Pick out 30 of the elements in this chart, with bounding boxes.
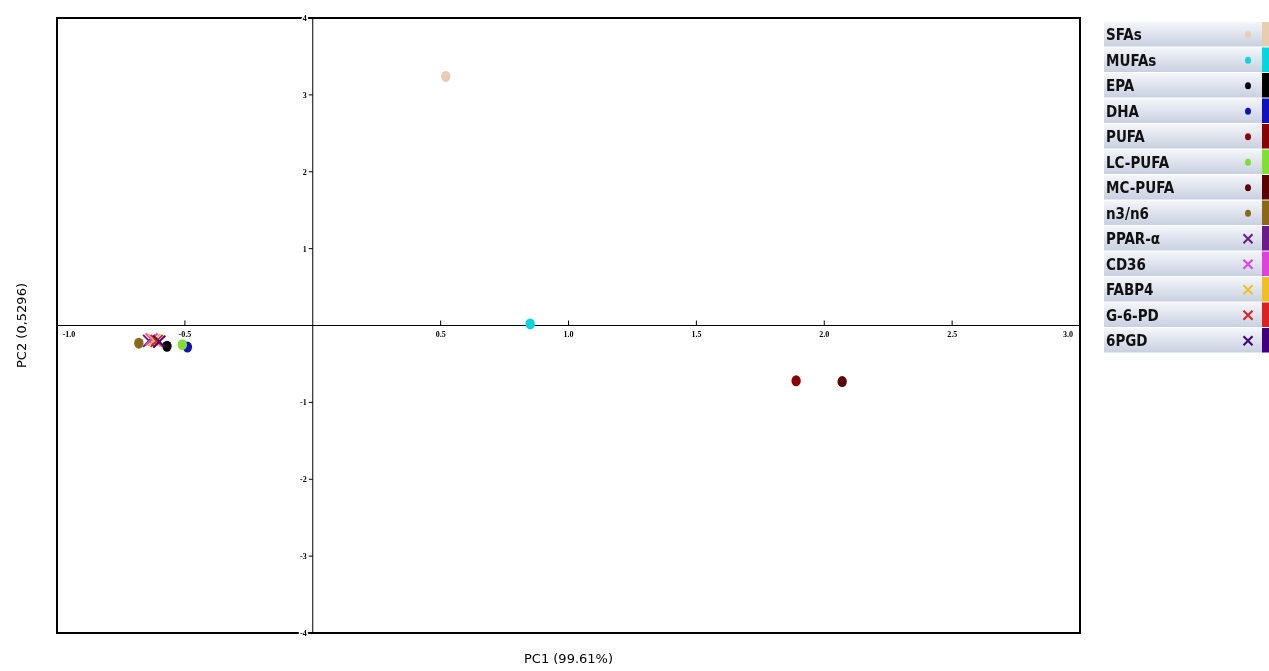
y-tick-label: 1 — [302, 244, 307, 254]
text: n3/n6 — [1106, 204, 1149, 223]
x-tick-label: -0.5 — [178, 329, 192, 339]
text: PUFA — [1106, 128, 1146, 146]
y-tick-label: 3 — [302, 90, 307, 100]
text: LC-PUFA — [1106, 153, 1170, 172]
x-tick-label: 2.0 — [819, 329, 830, 339]
text: MUFAs — [1106, 51, 1157, 70]
x-tick-label: 1.5 — [691, 329, 702, 339]
x-tick-label: 3.0 — [1063, 329, 1073, 339]
text: G-6-PD — [1106, 306, 1159, 325]
text: FABP4 — [1106, 281, 1154, 299]
y-tick-label: 4 — [302, 14, 307, 23]
x-tick-label: -1.0 — [62, 329, 76, 339]
text: EPA — [1106, 77, 1135, 95]
text: DHA — [1106, 102, 1140, 121]
y-tick-label: -2 — [300, 475, 307, 485]
text: PPAR-α — [1106, 230, 1161, 248]
text: CD36 — [1106, 255, 1146, 274]
x-tick-label: 0.5 — [435, 329, 446, 339]
y-tick-label: -1 — [300, 398, 307, 408]
y-tick-label: -3 — [300, 552, 307, 562]
y-axis-title: PC2 (0,5296) — [14, 283, 29, 368]
x-axis-title: PC1 (99.61%) — [523, 651, 614, 666]
text: SFAs — [1106, 26, 1142, 44]
x-tick-label: 1.0 — [563, 329, 574, 339]
x-tick-label: 2.5 — [947, 329, 958, 339]
text: MC-PUFA — [1106, 179, 1175, 197]
y-tick-label: 2 — [302, 167, 307, 177]
text: 6PGD — [1106, 332, 1148, 350]
